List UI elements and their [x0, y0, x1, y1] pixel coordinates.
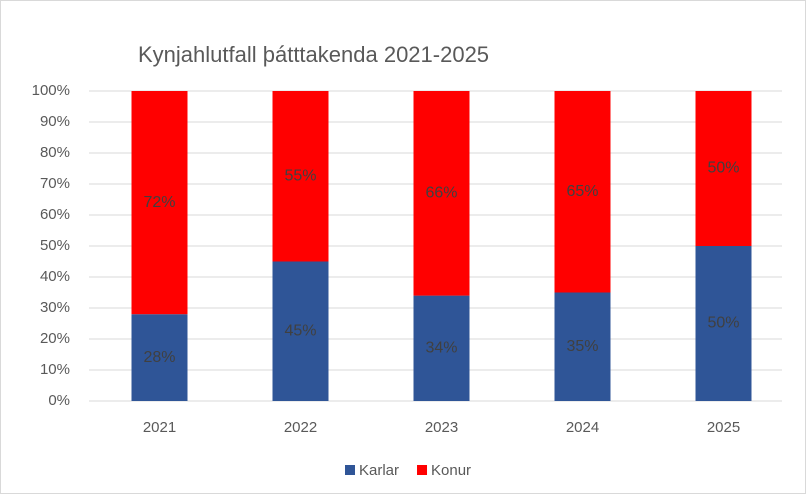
legend-swatch: [345, 465, 355, 475]
data-label: 72%: [143, 194, 175, 211]
y-tick-label: 50%: [40, 237, 70, 254]
data-label: 35%: [566, 338, 598, 355]
legend-label: Karlar: [359, 462, 399, 479]
bar-segment: [131, 314, 188, 401]
data-label: 28%: [143, 349, 175, 366]
y-tick-label: 80%: [40, 144, 70, 161]
data-label: 50%: [707, 160, 739, 177]
x-tick-label: 2021: [143, 419, 176, 436]
data-label: 50%: [707, 315, 739, 332]
chart-title: Kynjahlutfall þátttakenda 2021-2025: [138, 42, 489, 67]
bar-segment: [554, 292, 611, 401]
y-tick-label: 70%: [40, 175, 70, 192]
bar-segment: [413, 91, 470, 296]
x-tick-label: 2025: [707, 419, 740, 436]
y-tick-label: 0%: [48, 392, 70, 409]
data-label: 55%: [284, 167, 316, 184]
y-tick-label: 20%: [40, 330, 70, 347]
bar-segment: [554, 91, 611, 293]
bar-segment: [695, 91, 752, 246]
x-tick-label: 2022: [284, 419, 317, 436]
bar-segment: [272, 91, 329, 262]
bar-segment: [272, 261, 329, 401]
legend-label: Konur: [431, 462, 471, 479]
y-tick-label: 60%: [40, 206, 70, 223]
data-label: 66%: [425, 185, 457, 202]
y-tick-label: 30%: [40, 299, 70, 316]
bar-segment: [413, 295, 470, 401]
data-label: 65%: [566, 183, 598, 200]
y-tick-label: 10%: [40, 361, 70, 378]
bar-segment: [695, 246, 752, 401]
y-tick-label: 100%: [32, 82, 70, 99]
bar-segment: [131, 91, 188, 315]
x-tick-label: 2023: [425, 419, 458, 436]
legend-swatch: [417, 465, 428, 475]
data-label: 34%: [425, 340, 457, 357]
y-tick-label: 90%: [40, 113, 70, 130]
data-label: 45%: [284, 322, 316, 339]
y-tick-label: 40%: [40, 268, 70, 285]
x-tick-label: 2024: [566, 419, 599, 436]
